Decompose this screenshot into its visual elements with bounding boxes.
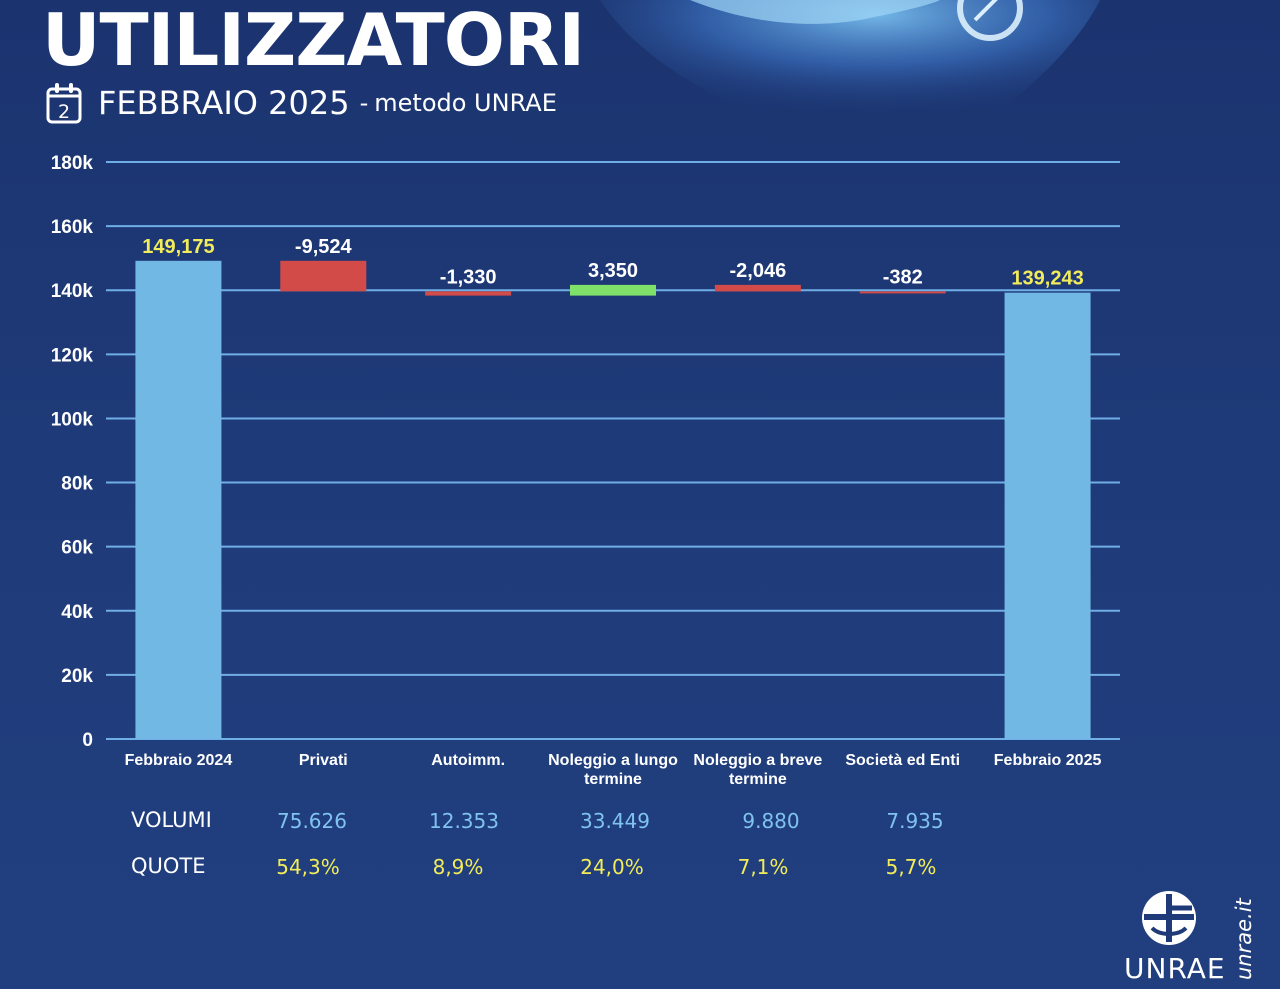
unrae-logo-icon [1142,891,1196,945]
volume-value: 75.626 [277,809,347,833]
volume-value: 33.449 [580,809,650,833]
share-value: 5,7% [885,855,937,879]
y-tick-label: 20k [61,666,93,687]
y-tick-label: 160k [51,217,94,238]
y-tick-label: 180k [51,153,94,174]
subtitle-method: metodo UNRAE [374,89,557,117]
subtitle-separator: - [359,89,369,117]
data-label: -1,330 [440,266,497,288]
page-title: UTILIZZATORI [42,0,585,82]
total-bar [1004,292,1091,739]
x-tick-label: Noleggio a breve [693,752,822,769]
y-axis-ticks: 0 20k 40k 60k 80k 100k 120k 140k 160k 180k [51,153,94,751]
y-tick-label: 140k [51,281,94,302]
share-value: 7,1% [737,855,789,879]
calendar-day: 2 [58,101,70,123]
header-decoration [600,0,1100,146]
data-label: -9,524 [295,236,353,258]
delta-bar [714,284,801,292]
x-axis-labels: Febbraio 2024 Privati Autoimm. Noleggio a l… [125,752,1102,788]
y-tick-label: 100k [51,409,94,430]
data-labels: 149,175 -9,524 -1,330 3,350 -2,046 -382 139,24… [142,236,1083,290]
bars [135,260,1091,739]
delta-bar [280,260,367,292]
x-tick-label: termine [729,771,787,788]
subtitle-period: FEBBRAIO 2025 [98,84,350,122]
y-tick-label: 0 [82,730,93,751]
data-label: 139,243 [1011,268,1083,290]
shares-row-label: QUOTE [131,854,206,878]
waterfall-chart: 0 20k 40k 60k 80k 100k 120k 140k 160k 180k 149,17… [51,153,1120,788]
subtitle-row: 2 FEBBRAIO 2025 - metodo UNRAE [46,80,557,126]
data-label: 3,350 [588,260,638,282]
x-tick-label: Società ed Enti [845,752,960,769]
x-tick-label: Febbraio 2025 [994,752,1102,769]
volume-value: 7.935 [886,809,944,833]
calendar-icon: 2 [46,83,82,124]
volumes-row-label: VOLUMI [131,808,212,832]
logo-text: UNRAE [1124,952,1226,985]
x-tick-label: Noleggio a lungo [548,752,678,769]
data-label: -2,046 [729,260,786,282]
volume-value: 12.353 [429,809,499,833]
y-tick-label: 80k [61,474,93,495]
share-value: 24,0% [580,855,644,879]
y-tick-label: 120k [51,345,94,366]
data-label: -382 [883,266,923,288]
data-label: 149,175 [142,236,214,258]
website-link[interactable]: unrae.it [1232,898,1256,980]
delta-bar [425,291,512,296]
x-tick-label: Febbraio 2024 [125,752,233,769]
share-value: 54,3% [276,855,340,879]
gridlines [106,161,1120,740]
total-bar [135,260,222,739]
y-tick-label: 60k [61,538,93,559]
volume-value: 9.880 [742,809,800,833]
x-tick-label: termine [584,771,642,788]
share-value: 8,9% [432,855,484,879]
x-tick-label: Autoimm. [431,752,505,769]
x-tick-label: Privati [299,752,348,769]
delta-bar [570,284,656,296]
y-tick-label: 40k [61,602,93,623]
delta-bar [859,291,946,294]
